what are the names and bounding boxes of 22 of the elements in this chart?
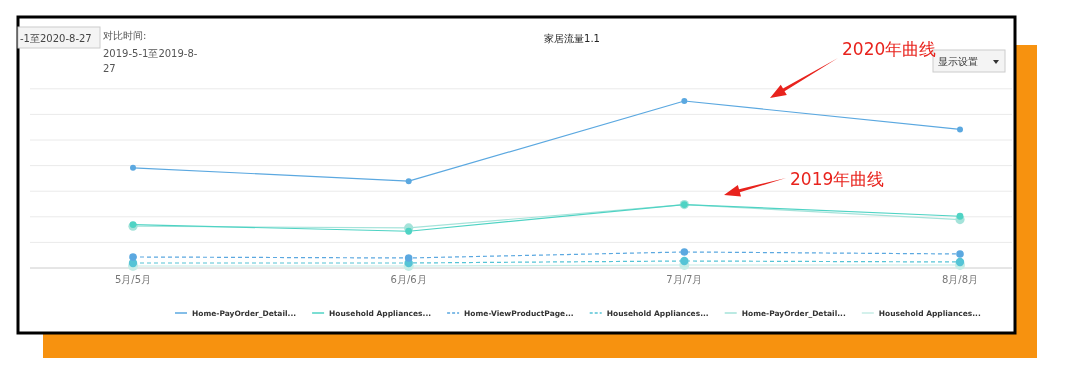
chart-title: 家居流量1.1 (544, 33, 600, 44)
point (680, 256, 689, 266)
x-tick-label: 6月/6月 (390, 274, 427, 285)
point (130, 164, 136, 171)
point (680, 248, 689, 256)
text: 2019-5-1至2019-8-27 (103, 48, 198, 74)
annotation: 2019年曲线 (790, 169, 885, 189)
point (956, 212, 964, 220)
point (405, 227, 413, 235)
x-tick-label: 8月/8月 (941, 274, 979, 285)
point (681, 98, 688, 104)
point (404, 254, 413, 262)
point (956, 250, 964, 258)
point (957, 126, 963, 133)
point (129, 253, 137, 261)
x-tick-label: 7月/7月 (666, 274, 703, 285)
text: 2020年曲线 (842, 39, 937, 59)
text: 显示设置 (938, 56, 978, 67)
text: 对比时间: (103, 30, 147, 41)
point (405, 178, 412, 185)
x-tick-label: 5月/5月 (114, 274, 152, 285)
text: -1至2020-8-27 (20, 33, 92, 44)
